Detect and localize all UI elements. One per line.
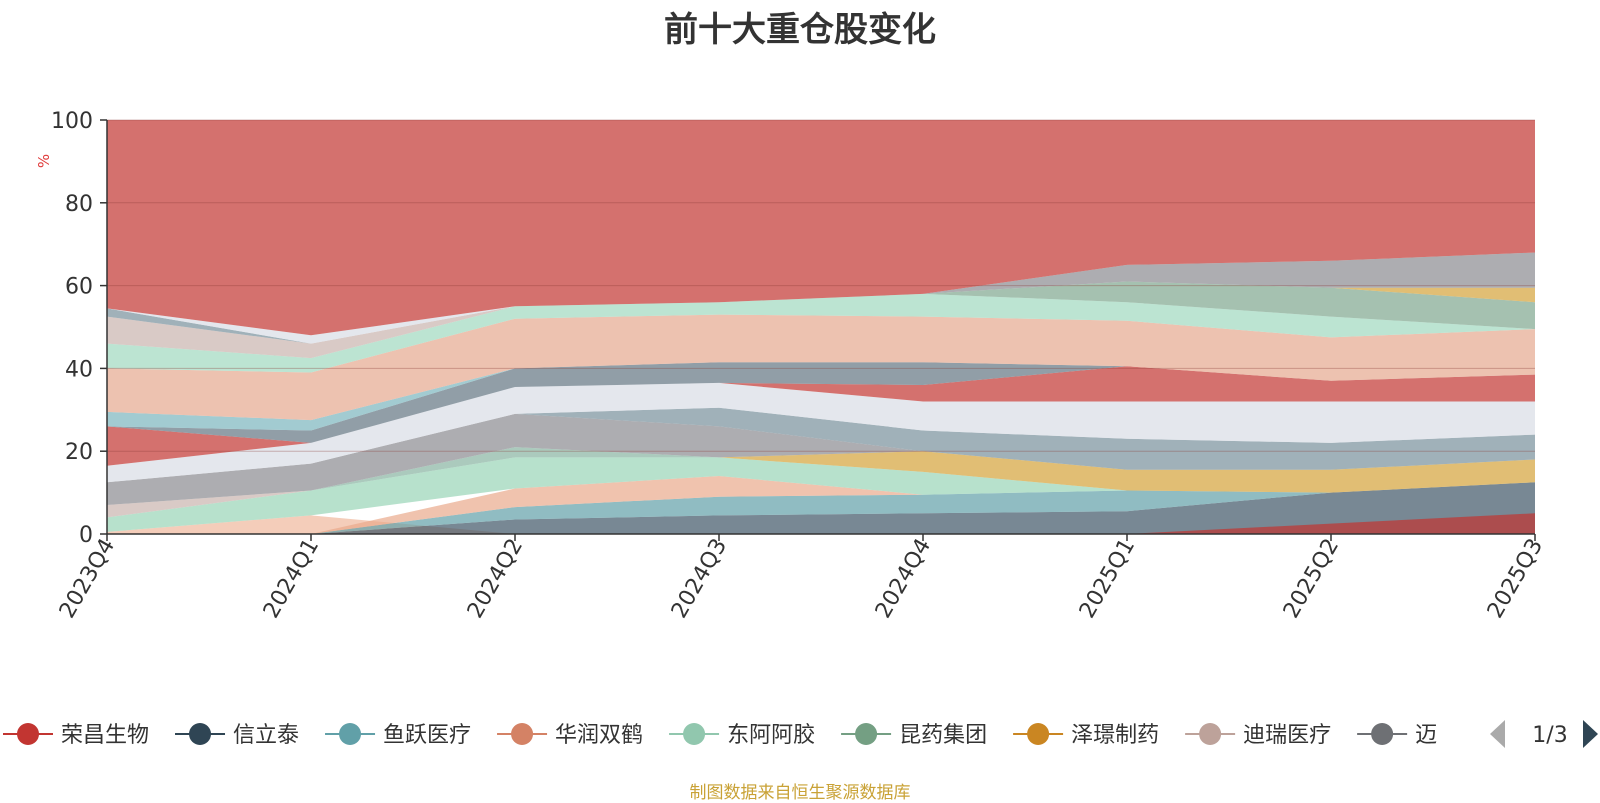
- legend-label: 迈: [1415, 723, 1437, 748]
- area-band-18: [107, 281, 1535, 359]
- legend-circle-icon: [17, 723, 39, 745]
- area-band-11: [107, 382, 1535, 483]
- area-band-12: [107, 366, 1535, 466]
- legend-circle-icon: [511, 723, 534, 745]
- legend-circle-icon: [683, 723, 706, 745]
- area-layer: [107, 120, 1535, 534]
- legend-item-4[interactable]: 东阿阿胶: [669, 723, 815, 748]
- legend-label: 鱼跃医疗: [383, 723, 471, 748]
- legend: 荣昌生物 信立泰 鱼跃医疗 华润双鹤 东阿阿胶 昆药集团 泽璟制药 迪瑞医疗 迈: [3, 723, 1437, 748]
- axes-layer: %: [35, 120, 1535, 535]
- x-tick-label-4: 2024Q4: [871, 535, 936, 623]
- legend-pager: 1/3: [1490, 720, 1598, 748]
- y-tick-label-4: 80: [65, 192, 93, 217]
- area-band-14: [107, 362, 1535, 431]
- area-band-10: [107, 407, 1535, 483]
- chart-title: 前十大重仓股变化: [664, 10, 936, 50]
- area-band-17: [107, 281, 1535, 359]
- area-band-16: [107, 293, 1535, 373]
- x-ticks: 2023Q4 2024Q1 2024Q2 2024Q3 2024Q4 2025Q1 2025…: [55, 534, 1548, 623]
- y-tick-label-0: 0: [79, 523, 93, 548]
- legend-circle-icon: [1199, 723, 1222, 745]
- legend-circle-icon: [855, 723, 878, 745]
- legend-next-arrow-icon[interactable]: [1583, 720, 1598, 748]
- area-band-23: [107, 120, 1535, 336]
- area-band-6: [107, 451, 1535, 534]
- legend-circle-icon: [1027, 723, 1050, 745]
- legend-prev-arrow-icon[interactable]: [1490, 720, 1505, 748]
- legend-label: 荣昌生物: [61, 723, 149, 748]
- y-tick-label-3: 60: [65, 275, 93, 300]
- legend-item-2[interactable]: 鱼跃医疗: [325, 723, 471, 748]
- area-band-1: [107, 482, 1535, 534]
- legend-item-0[interactable]: 荣昌生物: [3, 723, 149, 748]
- y-ticks: 0 20 40 60 80 100: [51, 109, 107, 548]
- legend-label: 迪瑞医疗: [1243, 723, 1331, 748]
- legend-label: 昆药集团: [899, 723, 987, 748]
- area-band-22: [107, 252, 1535, 336]
- legend-page-indicator: 1/3: [1532, 723, 1567, 748]
- y-axis-unit-label: %: [35, 154, 53, 168]
- y-tick-label-1: 20: [65, 440, 93, 465]
- area-band-3: [107, 482, 1535, 534]
- legend-circle-icon: [339, 723, 362, 745]
- area-band-5: [107, 457, 1535, 532]
- legend-item-3[interactable]: 华润双鹤: [497, 723, 643, 748]
- source-note: 制图数据来自恒生聚源数据库: [689, 783, 911, 803]
- x-tick-label-5: 2025Q1: [1075, 535, 1140, 623]
- legend-circle-icon: [1371, 723, 1394, 745]
- area-band-7: [107, 447, 1535, 518]
- area-band-4: [107, 476, 1535, 534]
- grid-layer: [107, 119, 1535, 452]
- legend-item-7[interactable]: 迪瑞医疗: [1185, 723, 1331, 748]
- legend-label: 华润双鹤: [555, 723, 643, 748]
- x-tick-label-7: 2025Q3: [1483, 535, 1548, 623]
- area-band-19: [107, 281, 1535, 359]
- area-band-13: [107, 362, 1535, 443]
- area-band-2: [107, 513, 1535, 534]
- legend-label: 信立泰: [233, 723, 299, 748]
- legend-label: 东阿阿胶: [727, 723, 815, 748]
- legend-label: 泽璟制药: [1071, 723, 1159, 748]
- legend-circle-icon: [189, 723, 212, 745]
- y-tick-label-5: 100: [51, 109, 93, 134]
- y-tick-label-2: 40: [65, 357, 93, 382]
- legend-item-5[interactable]: 昆药集团: [841, 723, 987, 748]
- area-band-9: [107, 413, 1535, 505]
- x-tick-label-2: 2024Q2: [463, 535, 528, 623]
- area-band-15: [107, 314, 1535, 421]
- x-tick-label-6: 2025Q2: [1279, 535, 1344, 623]
- legend-item-1[interactable]: 信立泰: [175, 723, 299, 748]
- legend-items: 荣昌生物 信立泰 鱼跃医疗 华润双鹤 东阿阿胶 昆药集团 泽璟制药 迪瑞医疗 迈: [3, 723, 1437, 748]
- x-tick-label-1: 2024Q1: [259, 535, 324, 623]
- legend-item-8[interactable]: 迈: [1357, 723, 1437, 748]
- x-tick-label-3: 2024Q3: [667, 535, 732, 623]
- legend-item-6[interactable]: 泽璟制药: [1013, 723, 1159, 748]
